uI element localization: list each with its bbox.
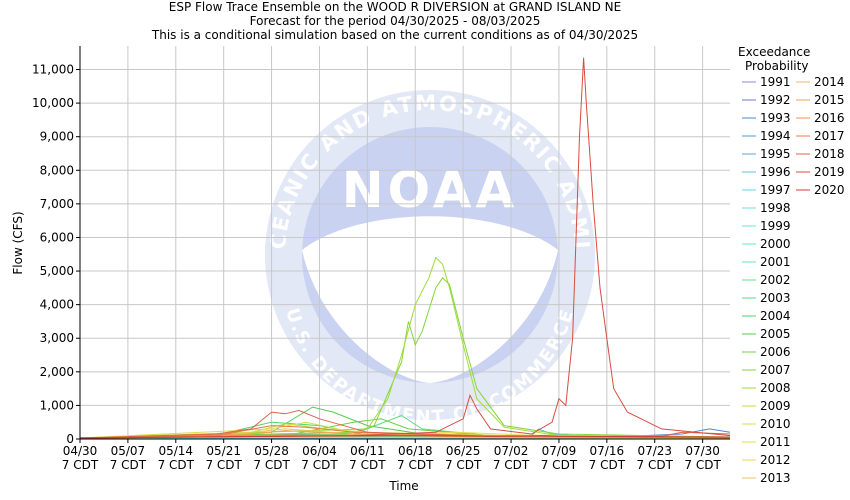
legend-label-2004: 2004 [760,309,791,323]
legend-label-1998: 1998 [760,201,791,215]
x-tick-time-label: 7 CDT [62,458,99,472]
x-tick-date-label: 05/07 [111,444,146,458]
x-tick-time-label: 7 CDT [493,458,530,472]
watermark-gull-shape [302,216,558,383]
legend-label-2006: 2006 [760,345,791,359]
x-tick-date-label: 05/28 [254,444,289,458]
legend-label-1993: 1993 [760,111,791,125]
watermark-noaa-text: NOAA [342,161,518,219]
y-tick-label: 6,000 [40,230,74,244]
legend-title-line-2: Probability [745,59,809,73]
chart-legend: 1991 1992 1993 1994 1995 1996 1997 1998 1999 2000… [742,75,845,485]
legend-label-2000: 2000 [760,237,791,251]
chart-title-line-2: Forecast for the period 04/30/2025 - 08/… [249,14,541,28]
legend-label-1999: 1999 [760,219,791,233]
series-line-2019 [79,57,731,439]
x-tick-date-label: 07/16 [590,444,625,458]
legend-label-1994: 1994 [760,129,791,143]
x-tick-time-label: 7 CDT [684,458,721,472]
y-tick-label: 4,000 [40,298,74,312]
x-tick-date-label: 07/23 [637,444,672,458]
legend-label-2014: 2014 [814,75,845,89]
legend-title-line-1: Exceedance [738,45,811,59]
legend-label-2005: 2005 [760,327,791,341]
x-tick-time-label: 7 CDT [541,458,578,472]
legend-label-1995: 1995 [760,147,791,161]
y-tick-label: 5,000 [40,264,74,278]
x-tick-time-label: 7 CDT [205,458,242,472]
legend-label-1992: 1992 [760,93,791,107]
legend-label-2011: 2011 [760,435,791,449]
legend-label-2017: 2017 [814,129,845,143]
y-tick-label: 3,000 [40,331,74,345]
legend-label-1996: 1996 [760,165,791,179]
y-tick-label: 7,000 [40,197,74,211]
legend-label-2008: 2008 [760,381,791,395]
x-tick-date-label: 05/21 [206,444,241,458]
x-tick-time-label: 7 CDT [637,458,674,472]
x-tick-date-label: 07/02 [494,444,529,458]
x-tick-date-label: 06/25 [446,444,481,458]
x-tick-time-label: 7 CDT [589,458,626,472]
legend-label-2009: 2009 [760,399,791,413]
x-tick-date-label: 06/11 [350,444,385,458]
legend-label-2003: 2003 [760,291,791,305]
noaa-watermark-logo: NATIONAL OCEANIC AND ATMOSPHERIC ADMINIS… [265,90,595,420]
y-tick-label: 9,000 [40,130,74,144]
y-tick-label: 10,000 [32,96,74,110]
y-tick-label: 0 [66,432,74,446]
series-line-2007 [79,277,731,439]
series-line-2008 [79,256,731,439]
legend-label-2002: 2002 [760,273,791,287]
x-tick-date-label: 07/30 [685,444,720,458]
chart-title-line-1: ESP Flow Trace Ensemble on the WOOD R DI… [168,0,622,14]
legend-label-2016: 2016 [814,111,845,125]
legend-label-2012: 2012 [760,453,791,467]
legend-label-2020: 2020 [814,183,845,197]
x-tick-time-label: 7 CDT [349,458,386,472]
x-tick-time-label: 7 CDT [253,458,290,472]
x-tick-time-label: 7 CDT [110,458,147,472]
legend-label-1991: 1991 [760,75,791,89]
y-tick-label: 1,000 [40,398,74,412]
y-axis-label: Flow (CFS) [11,211,25,274]
x-tick-date-label: 06/04 [302,444,337,458]
legend-label-2001: 2001 [760,255,791,269]
chart-title-line-3: This is a conditional simulation based o… [151,28,639,42]
x-tick-time-label: 7 CDT [301,458,338,472]
x-tick-date-label: 05/14 [158,444,193,458]
legend-label-2019: 2019 [814,165,845,179]
x-tick-time-label: 7 CDT [445,458,482,472]
legend-label-2018: 2018 [814,147,845,161]
x-tick-date-label: 04/30 [63,444,98,458]
chart-axes: 0 1,000 2,000 3,000 4,000 5,000 6,000 7,000 8,00… [32,46,730,472]
legend-label-2010: 2010 [760,417,791,431]
x-axis-label: Time [388,479,418,493]
chart-grid [79,46,730,440]
legend-label-2007: 2007 [760,363,791,377]
x-tick-time-label: 7 CDT [397,458,434,472]
series-line-2020 [79,435,731,439]
x-tick-date-label: 06/18 [398,444,433,458]
chart-series-lines [79,57,731,439]
legend-label-2015: 2015 [814,93,845,107]
series-line-2018 [79,409,731,439]
y-tick-label: 8,000 [40,163,74,177]
y-tick-label: 2,000 [40,365,74,379]
x-tick-date-label: 07/09 [542,444,577,458]
legend-label-1997: 1997 [760,183,791,197]
x-tick-time-label: 7 CDT [158,458,195,472]
y-tick-label: 11,000 [32,63,74,77]
legend-label-2013: 2013 [760,471,791,485]
